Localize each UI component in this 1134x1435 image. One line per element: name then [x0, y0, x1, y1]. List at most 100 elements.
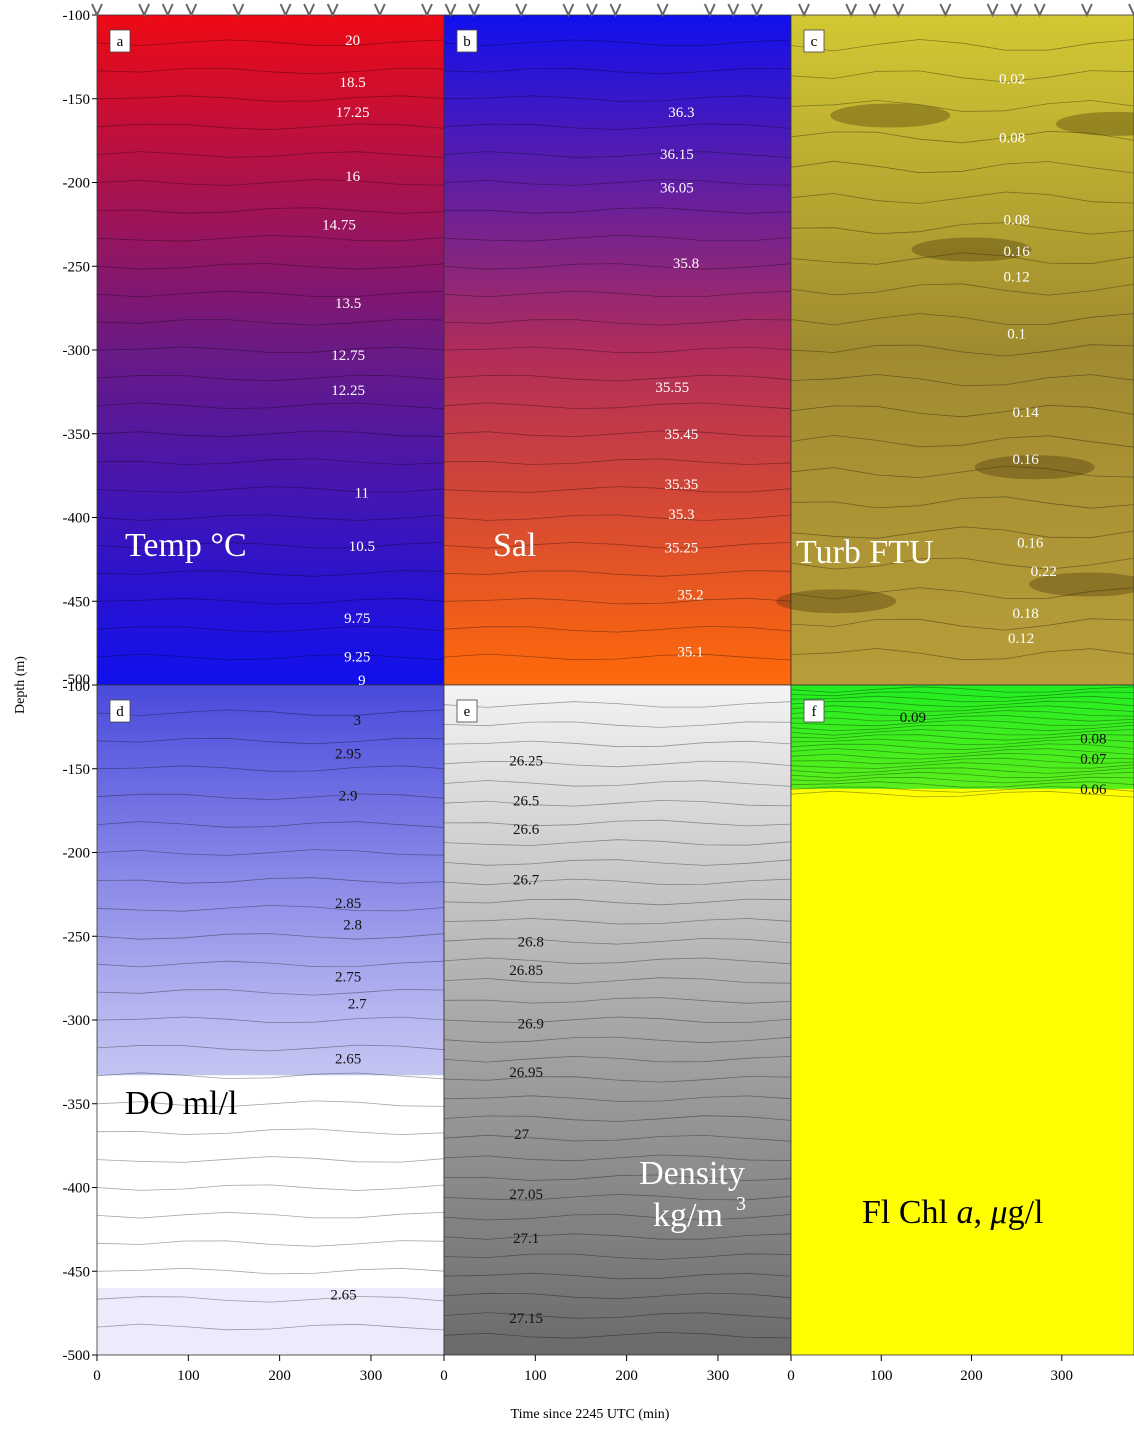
- panel-c-contour: [790, 70, 1134, 83]
- panel-c-contour: [790, 465, 1134, 479]
- panel-b-contour: [443, 570, 792, 577]
- panel-c-contour: [790, 404, 1134, 418]
- contour-label: 2.85: [335, 896, 361, 912]
- y-tick-label: -350: [63, 427, 91, 443]
- panel-e-contour: [443, 937, 792, 945]
- x-tick-label: 200: [615, 1368, 638, 1384]
- panel-a-contour: [96, 234, 445, 242]
- panel-f-contour: [790, 700, 1134, 708]
- panel-d-contour: [96, 849, 445, 856]
- panel-d-bottom-band: [97, 1288, 444, 1355]
- panel-a-contour: [96, 39, 445, 47]
- panel-b-contour: [443, 123, 792, 131]
- y-tick-label: -350: [63, 1097, 91, 1113]
- panel-c-contour: [790, 496, 1134, 509]
- panel-d-contour: [96, 1100, 445, 1108]
- panel-e-contour: [443, 1075, 792, 1083]
- cast-marker: [656, 3, 669, 18]
- panel-e-contour: [443, 859, 792, 866]
- panel-a-letter-box: [109, 29, 131, 53]
- contour-label: 26.9: [518, 1016, 544, 1032]
- panel-a-contour: [96, 123, 445, 131]
- panel-e-contour: [443, 760, 792, 768]
- panel-c-letter-box: [803, 29, 825, 53]
- contour-label: 2.95: [335, 747, 361, 763]
- panel-c-contour: [790, 344, 1134, 357]
- contour-label: 26.85: [509, 963, 543, 979]
- panel-f-contour: [790, 724, 1134, 732]
- cast-marker: [515, 3, 528, 18]
- contour-label: 0.06: [1080, 782, 1107, 798]
- contour-label: 11: [355, 485, 369, 501]
- contour-label: 26.8: [518, 934, 544, 950]
- panel-e-contour: [443, 701, 792, 708]
- contour-label: 10.5: [349, 539, 375, 555]
- panel-c-contour: [790, 222, 1134, 235]
- panel-f-contour: [790, 734, 1134, 741]
- panel-c-contour: [790, 374, 1134, 387]
- contour-label: 0.12: [1004, 269, 1030, 285]
- contour-label: 0.08: [1080, 732, 1106, 748]
- panel-b-contour: [443, 597, 792, 605]
- panel-b-contour: [443, 541, 792, 549]
- panel-f-contour: [790, 729, 1134, 736]
- panel-d-contour: [96, 765, 445, 772]
- panel-f-border: [790, 684, 1134, 1356]
- panel-a-contour: [96, 625, 445, 633]
- contour-label: 12.25: [331, 383, 365, 399]
- contour-label: 0.18: [1013, 606, 1039, 622]
- contour-label: 26.25: [509, 753, 543, 769]
- panel-b-contour: [443, 402, 792, 410]
- panel-d-contour: [96, 737, 445, 745]
- panel-c-contour: [790, 130, 1134, 144]
- panel-c-letter: c: [811, 34, 818, 50]
- panel-f: [790, 684, 1134, 1356]
- contour-label: 35.55: [655, 380, 689, 396]
- cast-marker: [232, 3, 245, 18]
- contour-label: 27.15: [509, 1311, 543, 1327]
- panel-f-contour: [790, 771, 1134, 779]
- y-tick-label: -250: [63, 259, 91, 275]
- panel-d-contour: [96, 1267, 445, 1275]
- panels-layer: [96, 14, 1134, 1356]
- panel-e-contour: [443, 878, 792, 886]
- panel-c-contour: [790, 252, 1134, 265]
- panel-e-title-superscript: 3: [736, 1193, 746, 1215]
- panel-f-contour: [790, 738, 1134, 745]
- panel-d-contour: [96, 1184, 445, 1191]
- panel-d-contour: [96, 1016, 445, 1024]
- panel-d-contour: [96, 1295, 445, 1303]
- panel-d-contour: [96, 1156, 445, 1163]
- panel-f-contour: [790, 695, 1134, 703]
- panel-f-contour: [790, 748, 1134, 755]
- panel-e-contour: [443, 780, 792, 787]
- panel-e-contour: [443, 1174, 792, 1182]
- panel-b: [443, 14, 792, 686]
- contour-label: 35.3: [668, 507, 694, 523]
- panel-c-turbidity-patch: [776, 589, 897, 614]
- panel-d-contour: [96, 1072, 445, 1080]
- panel-e-contour: [443, 1214, 792, 1221]
- cast-marker: [373, 3, 386, 18]
- panel-f-contour: [790, 715, 1134, 722]
- panel-d-contour: [96, 960, 445, 968]
- cast-marker: [91, 3, 103, 18]
- panel-e-contour: [443, 1055, 792, 1063]
- panel-f-contour: [790, 710, 1134, 717]
- contour-label: 36.15: [660, 147, 694, 163]
- panel-e-contour: [443, 918, 792, 925]
- panel-a-contour: [96, 179, 445, 186]
- panel-e-contour: [443, 740, 792, 748]
- panel-e-contour: [443, 977, 792, 984]
- panel-b-contour: [443, 346, 792, 354]
- panel-e-letter-box: [456, 699, 478, 723]
- panel-a-contour: [96, 346, 445, 354]
- labels-layer: a 20 18.5 17.25 16 14.75 13.5 12.75 12.25 11 10.5 9…: [109, 29, 1107, 1327]
- panel-c-turbidity-patch: [911, 237, 1032, 262]
- panel-b-contour: [443, 514, 792, 521]
- cast-marker: [986, 3, 999, 18]
- panel-a-contour: [96, 207, 445, 214]
- panel-d-title: DO ml/l: [125, 1085, 237, 1122]
- y-tick-label: -450: [63, 1264, 91, 1280]
